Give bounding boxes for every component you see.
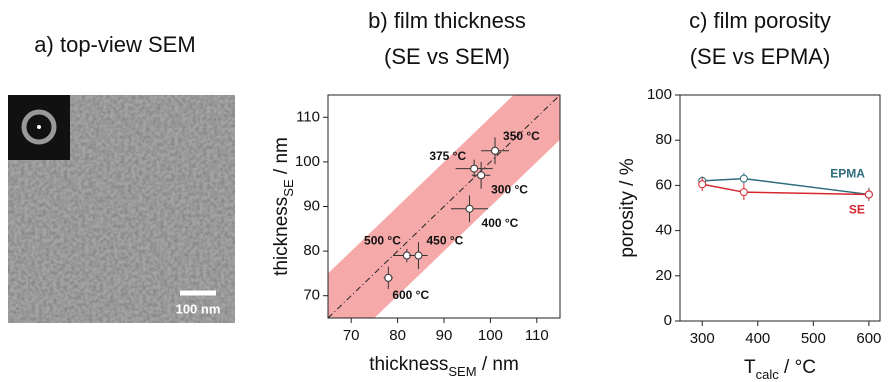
axis-label-sub: SEM [448, 364, 476, 379]
x-tick-label: 70 [343, 327, 360, 344]
point-label: 375 °C [429, 149, 466, 163]
axis-label-main: porosity / % [617, 158, 638, 257]
y-tick-label: 100 [647, 86, 672, 103]
point [471, 165, 478, 172]
point-label: 450 °C [426, 234, 463, 248]
y-tick-label: 80 [655, 131, 672, 148]
y-tick-label: 80 [303, 242, 320, 259]
y-tick-label: 70 [303, 287, 320, 304]
x-tick-label: 90 [436, 327, 453, 344]
y-tick-label: 20 [655, 267, 672, 284]
point [699, 181, 706, 188]
point-label: 500 °C [364, 234, 401, 248]
axis-label: porosity / % [617, 158, 638, 257]
y-tick-label: 110 [296, 108, 320, 125]
point-label: 350 °C [503, 129, 540, 143]
chart-title: (SE vs SEM) [384, 44, 510, 69]
point-label: 400 °C [482, 216, 519, 230]
series-label: SE [849, 203, 865, 217]
y-tick-label: 100 [295, 153, 320, 170]
panel-a-title: a) top-view SEM [34, 32, 195, 57]
point-label: 600 °C [392, 288, 429, 302]
y-tick-label: 0 [664, 312, 672, 329]
x-tick-label: 600 [856, 330, 881, 347]
axis-label-main: T [744, 357, 756, 378]
point [466, 205, 473, 212]
x-tick-label: 100 [478, 327, 503, 344]
axis-label: thicknessSE / nm [271, 137, 296, 276]
point [740, 175, 747, 182]
point-label: 300 °C [491, 182, 528, 196]
point [740, 189, 747, 196]
point [385, 274, 392, 281]
y-tick-label: 60 [655, 176, 672, 193]
figure: a) top-view SEM 100 nm b) film thickness… [0, 0, 892, 382]
x-tick-label: 80 [389, 327, 406, 344]
series-label: EPMA [830, 167, 865, 181]
x-tick-label: 110 [525, 327, 549, 344]
axis-label-main: thickness [369, 354, 448, 375]
axis-label-unit: / nm [271, 137, 292, 179]
y-tick-label: 90 [303, 197, 320, 214]
axis-label-main: thickness [271, 197, 292, 276]
y-tick-label: 40 [655, 222, 672, 239]
point [865, 191, 872, 198]
axis-label: Tcalc / °C [744, 357, 816, 382]
chart-title: b) film thickness [368, 8, 526, 33]
x-tick-label: 400 [745, 330, 770, 347]
chart-title: (SE vs EPMA) [690, 44, 831, 69]
x-tick-label: 500 [801, 330, 826, 347]
point [492, 147, 499, 154]
x-tick-label: 300 [690, 330, 715, 347]
series-line [702, 179, 869, 195]
chart-title: c) film porosity [689, 8, 831, 33]
axis-label-unit: / °C [779, 357, 816, 378]
axis-label-sub: SE [281, 179, 296, 197]
sem-image: 100 nm [8, 95, 235, 323]
series-line [702, 184, 869, 194]
axis-label: thicknessSEM / nm [369, 354, 519, 379]
axis-label-sub: calc [756, 367, 780, 382]
axis-label-unit: / nm [477, 354, 519, 375]
scale-bar-label: 100 nm [176, 301, 221, 316]
point [415, 252, 422, 259]
point [478, 172, 485, 179]
